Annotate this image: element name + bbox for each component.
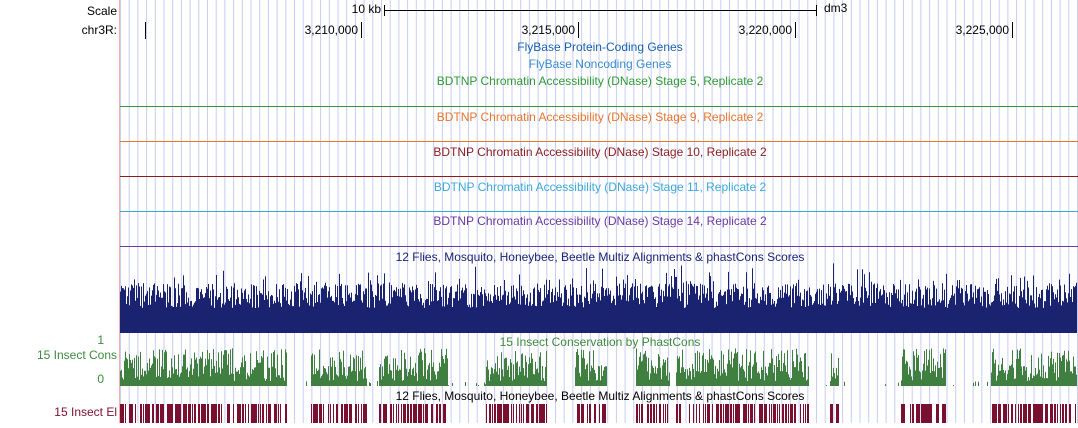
side-label[interactable]: 15 Insect Cons — [37, 348, 117, 362]
track-label[interactable]: 12 Flies, Mosquito, Honeybee, Beetle Mul… — [396, 389, 805, 403]
assembly: dm3 — [824, 1, 848, 15]
scale-value: 10 kb — [352, 2, 382, 16]
cons-signal — [120, 348, 1077, 386]
track-label[interactable]: BDTNP Chromatin Accessibility (DNase) St… — [434, 180, 767, 194]
axis-max: 1 — [97, 333, 104, 347]
multiz-signal — [120, 263, 1077, 333]
position: 3,220,000 — [739, 23, 793, 37]
axis-min: 0 — [97, 372, 104, 386]
chrom-label: chr3R: — [82, 23, 117, 37]
position: 3,210,000 — [305, 23, 359, 37]
side-label[interactable]: 15 Insect El — [54, 405, 117, 419]
track-label[interactable]: BDTNP Chromatin Accessibility (DNase) St… — [433, 145, 767, 159]
elements — [120, 404, 1076, 423]
position: 3,225,000 — [956, 23, 1010, 37]
track-label[interactable]: BDTNP Chromatin Accessibility (DNase) St… — [433, 214, 767, 228]
position: 3,215,000 — [522, 23, 576, 37]
ticks — [361, 22, 1013, 38]
scale-label: Scale — [87, 4, 117, 18]
track-label[interactable]: 15 Insect Conservation by PhastCons — [500, 335, 701, 349]
track-label[interactable]: FlyBase Protein-Coding Genes — [517, 40, 682, 54]
track-label[interactable]: BDTNP Chromatin Accessibility (DNase) St… — [437, 74, 764, 88]
track-label[interactable]: 12 Flies, Mosquito, Honeybee, Beetle Mul… — [396, 250, 805, 264]
scale-bar — [384, 5, 817, 16]
track-label[interactable]: FlyBase Noncoding Genes — [529, 57, 672, 71]
track-label[interactable]: BDTNP Chromatin Accessibility (DNase) St… — [437, 110, 764, 124]
